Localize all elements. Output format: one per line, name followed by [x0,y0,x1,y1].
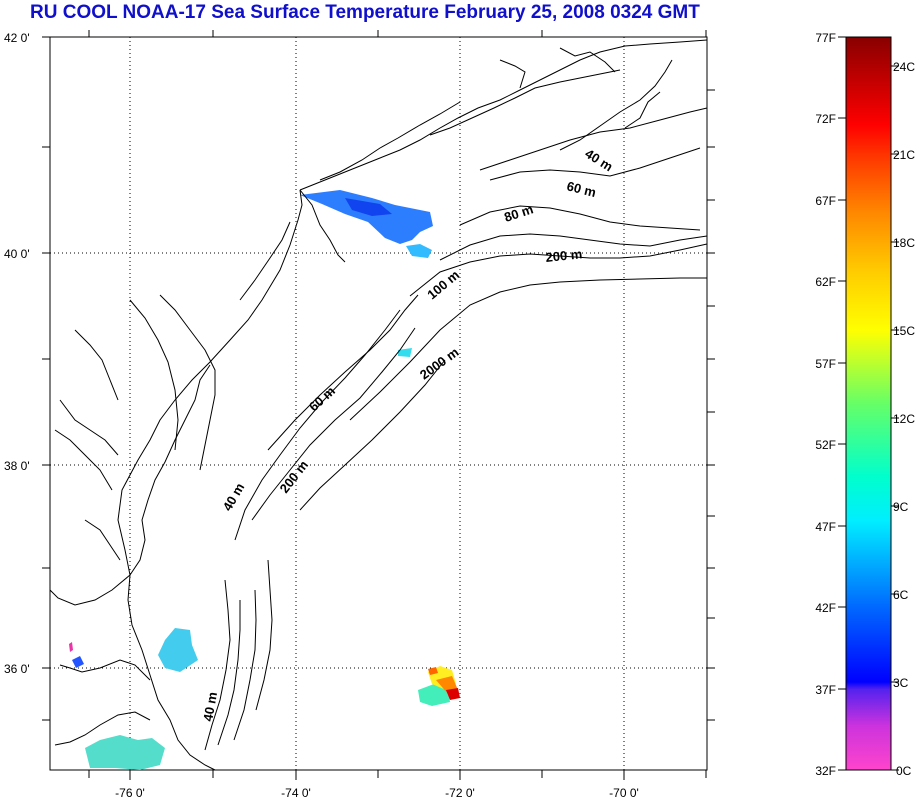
colorbar-label-67f: 67F [815,194,836,208]
graticule [50,37,707,770]
isobath-40m-north [479,107,708,171]
colorbar-label-47f: 47F [815,520,836,534]
depth-label-60m-north: 60 m [565,178,597,200]
colorbar-label-9c: 9C [893,500,909,514]
bathymetry-contours [204,107,708,751]
colorbar-label-52f: 52F [815,438,836,452]
lat-label-36: 36 0' [4,662,30,676]
colorbar-label-77f: 77F [815,31,836,45]
colorbar-label-6c: 6C [893,588,909,602]
latitude-labels: 42 0' 40 0' 38 0' 36 0' [4,31,30,676]
sst-patch-gulfstream-red [446,688,460,700]
map-frame [49,36,708,771]
colorbar-label-72f: 72F [815,112,836,126]
colorbar-label-24c: 24C [893,60,915,74]
isobath-60m-mid [267,294,419,451]
colorbar-label-62f: 62F [815,275,836,289]
isobath-shelf-south-3 [233,589,257,741]
colorbar-label-42f: 42F [815,601,836,615]
lat-label-42: 42 0' [4,31,30,45]
sst-patch-coast-blue [72,656,84,668]
frame-ticks [42,30,715,780]
colorbar-label-0c: 0C [896,764,912,778]
depth-label-200m-north: 200 m [545,246,583,265]
sst-patch-shelf-small [406,244,432,258]
isobath-upper-slope [299,359,446,511]
isobath-shelf-south-2 [217,600,241,746]
sst-patch-gulfstream-top [428,667,438,675]
lon-label-76: -76 0' [115,786,145,800]
sst-data-patches [69,190,460,770]
colorbar-label-12c: 12C [893,412,915,426]
colorbar-ramp [845,36,892,771]
colorbar-label-15c: 15C [893,324,915,338]
isobath-shelf-south-1 [204,579,231,751]
depth-label-40m-south: 40 m [200,691,220,723]
longitude-labels: -76 0' -74 0' -72 0' -70 0' [115,786,639,800]
isobath-outer-south [255,559,273,711]
colorbar: 77F 72F 67F 62F 57F 52F 47F 42F 37F 32F … [815,31,915,778]
lat-label-40: 40 0' [4,247,30,261]
colorbar-label-37f: 37F [815,683,836,697]
isobath-60m-north [489,147,701,181]
sst-patch-gulfstream-cyan [418,684,450,706]
lon-label-72: -72 0' [445,786,475,800]
coastline [49,39,708,771]
isobath-80m-north [459,205,701,231]
sst-patch-sound-north [158,628,198,672]
sst-patch-sound-south [85,735,165,770]
isobath-100m-north [439,233,708,261]
colorbar-label-18c: 18C [893,236,915,250]
sst-patch-nj-shelf [300,190,433,244]
colorbar-label-32f: 32F [815,764,836,778]
isobath-2000m [349,277,707,421]
colorbar-label-21c: 21C [893,148,915,162]
map-title: RU COOL NOAA-17 Sea Surface Temperature … [30,2,700,23]
sst-patch-mid-shelf [398,348,412,357]
isobath-200m-north [409,243,708,297]
colorbar-label-3c: 3C [893,676,909,690]
sst-patch-nj-shelf-dark [345,198,392,216]
lon-label-74: -74 0' [281,786,311,800]
isobath-40m-mid [234,309,401,541]
lon-label-70: -70 0' [609,786,639,800]
sst-patch-magenta-dot [69,642,73,652]
colorbar-label-57f: 57F [815,357,836,371]
isobath-200m-mid [251,327,416,521]
lat-label-38: 38 0' [4,459,30,473]
